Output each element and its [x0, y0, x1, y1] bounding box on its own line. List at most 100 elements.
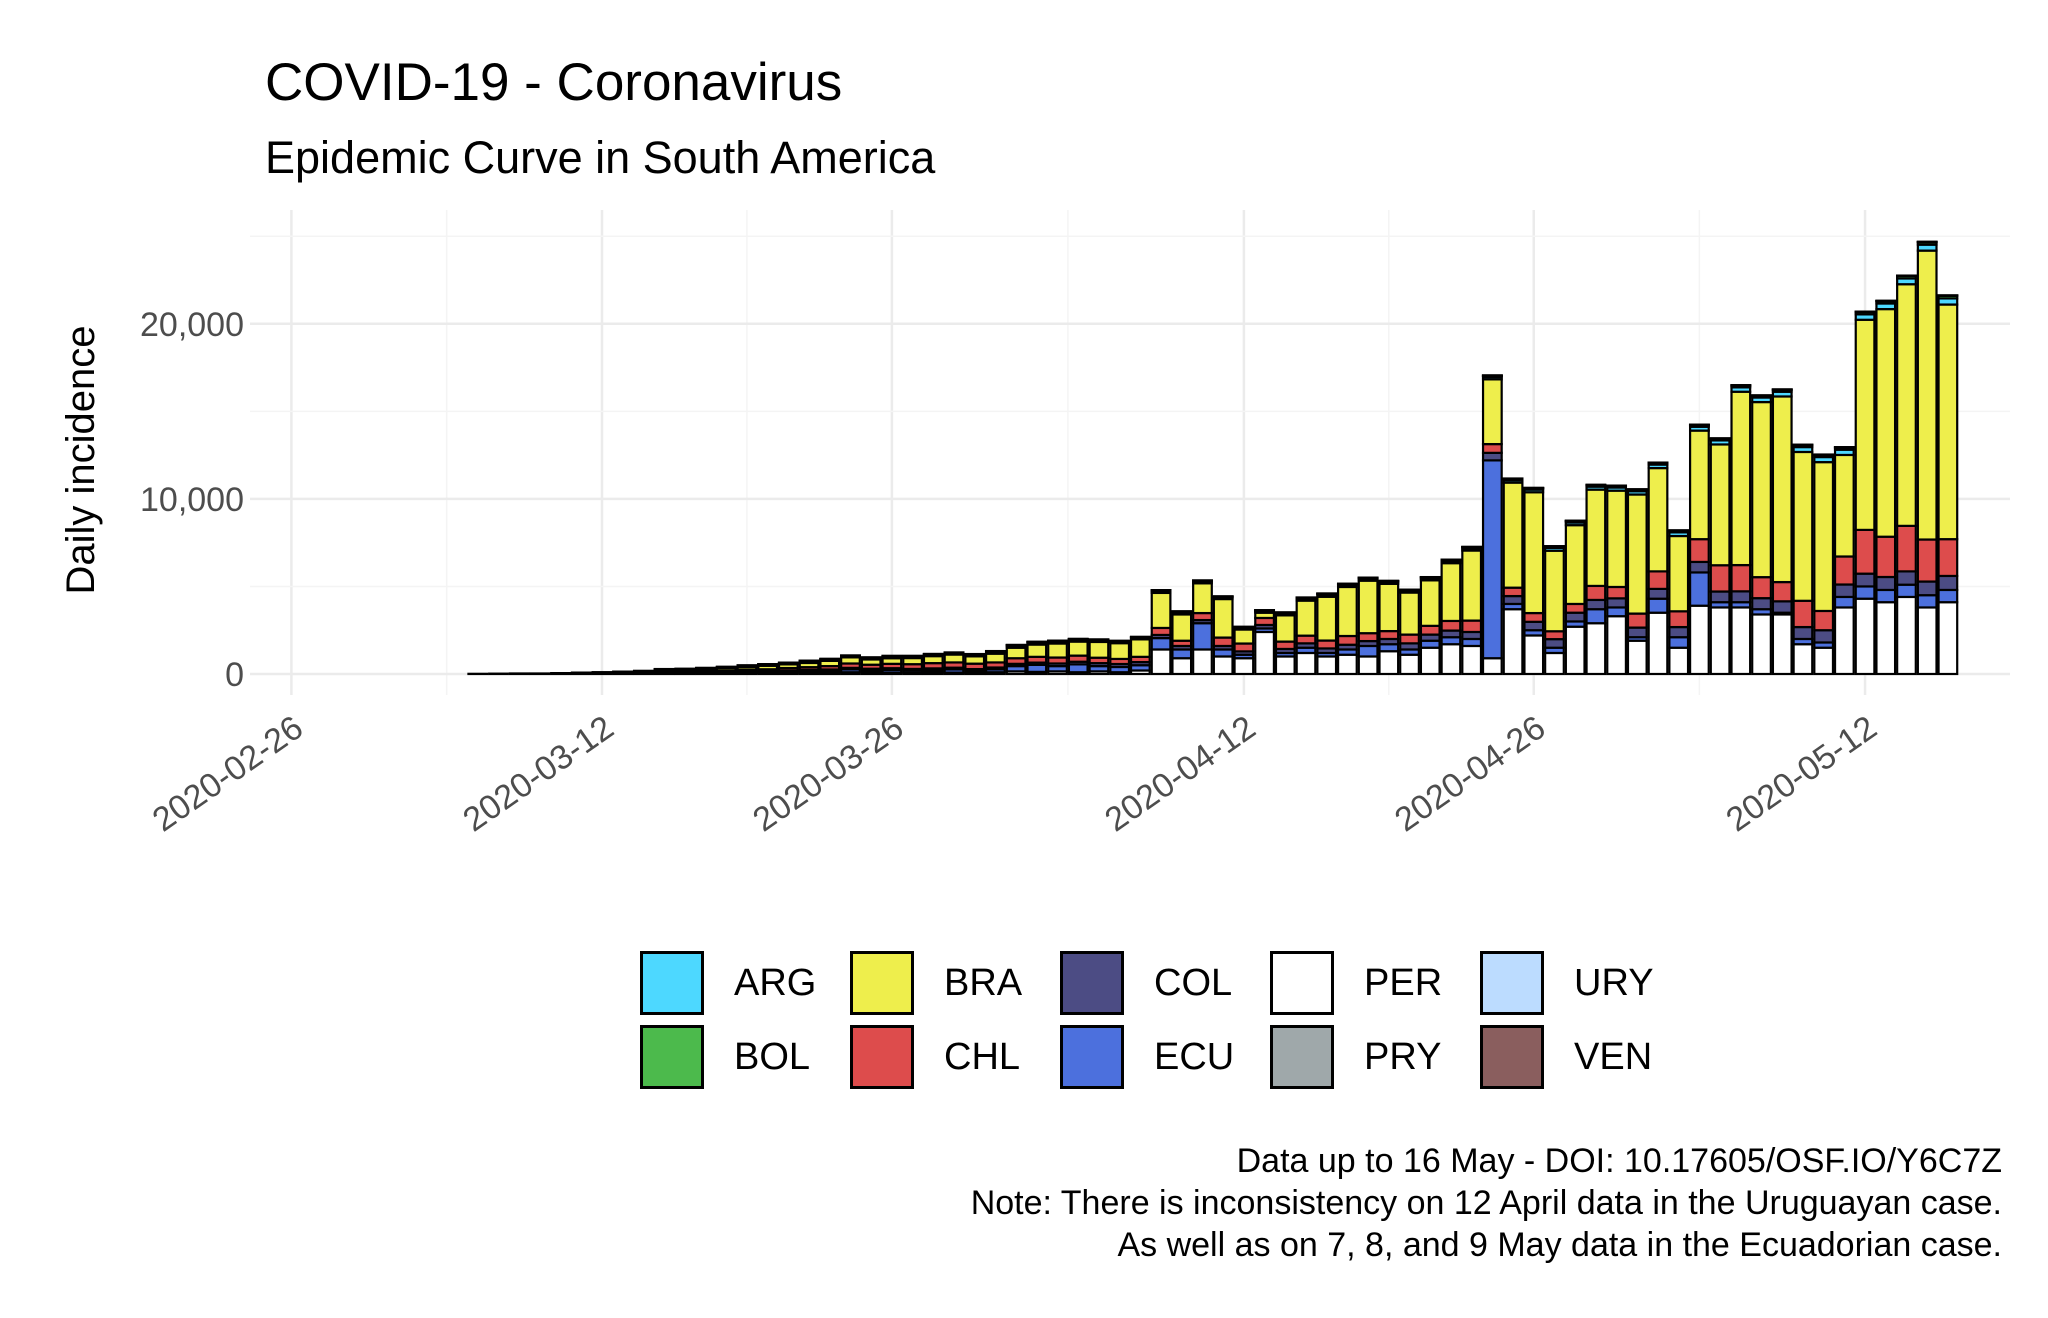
bar-bra-03-30	[964, 655, 986, 665]
bar-bra-04-07	[1129, 638, 1151, 658]
bar-bra-05-01	[1626, 493, 1648, 615]
bar-per-04-11	[1212, 655, 1234, 676]
bar-col-05-09	[1792, 625, 1814, 641]
bar-col-04-27	[1544, 638, 1565, 649]
legend-key-per	[1270, 951, 1334, 1015]
legend-item-bra: BRA	[850, 948, 1022, 1018]
bar-col-05-13	[1875, 575, 1897, 592]
bar-per-04-13	[1254, 630, 1276, 676]
bar-ecu-05-02	[1647, 597, 1669, 614]
legend-label: VEN	[1574, 1035, 1653, 1078]
bar-col-05-08	[1771, 600, 1793, 614]
bar-chl-05-02	[1647, 570, 1669, 591]
bar-per-05-01	[1626, 639, 1648, 676]
bar-bra-05-03	[1668, 534, 1690, 613]
bar-bra-03-29	[943, 653, 965, 664]
legend-label: URY	[1574, 961, 1654, 1004]
bar-col-04-25	[1502, 594, 1524, 606]
bar-bra-04-05	[1088, 640, 1110, 659]
bar-col-04-26	[1523, 620, 1545, 632]
bar-per-04-21	[1419, 646, 1441, 676]
bar-bra-05-16	[1937, 303, 1959, 541]
bar-ecu-04-08	[1150, 636, 1172, 651]
bar-bra-04-16	[1316, 595, 1338, 642]
bar-chl-04-22	[1440, 619, 1462, 632]
legend-key-ury	[1480, 951, 1544, 1015]
bar-bra-05-15	[1916, 249, 1938, 541]
legend-label: ARG	[734, 961, 817, 1004]
bar-col-05-07	[1751, 597, 1772, 611]
bar-per-04-27	[1544, 651, 1565, 676]
bar-chl-05-13	[1875, 535, 1897, 579]
legend-item-arg: ARG	[640, 948, 816, 1018]
bar-per-04-22	[1440, 643, 1462, 676]
bar-chl-04-19	[1378, 629, 1400, 641]
bar-per-05-04	[1688, 604, 1710, 676]
legend-key-ecu	[1060, 1025, 1124, 1089]
legend-label: PRY	[1364, 1035, 1442, 1078]
bar-bra-04-04	[1067, 640, 1089, 657]
bar-per-05-08	[1771, 613, 1793, 676]
legend-label: BRA	[944, 961, 1023, 1004]
bar-ecu-04-04	[1067, 663, 1089, 674]
bar-bra-05-08	[1771, 395, 1793, 584]
bar-bra-04-11	[1212, 597, 1234, 639]
x-tick-label: 2020-05-12	[1719, 708, 1883, 839]
legend-key-col	[1060, 951, 1124, 1015]
bar-chl-05-05	[1709, 564, 1731, 593]
legend-item-per: PER	[1270, 948, 1442, 1018]
chart-title: COVID-19 - Coronavirus	[265, 53, 843, 112]
bar-per-05-10	[1813, 646, 1835, 676]
bar-bra-04-26	[1523, 491, 1545, 615]
bar-per-05-15	[1916, 606, 1938, 676]
legend-key-chl	[850, 1025, 914, 1089]
bars	[467, 240, 1959, 676]
legend-item-chl: CHL	[850, 1022, 1020, 1092]
bar-chl-05-03	[1668, 610, 1690, 629]
bar-chl-05-01	[1626, 612, 1648, 629]
bar-ecu-05-14	[1896, 583, 1917, 599]
bar-bra-04-25	[1502, 481, 1524, 589]
bar-chl-04-20	[1399, 633, 1420, 645]
bar-per-04-14	[1274, 655, 1296, 676]
legend-item-bol: BOL	[640, 1022, 810, 1092]
bar-per-05-07	[1751, 613, 1772, 676]
bar-per-05-12	[1854, 597, 1876, 676]
bar-col-05-04	[1688, 560, 1710, 574]
bar-per-04-10	[1192, 648, 1213, 676]
bar-ecu-05-15	[1916, 594, 1938, 609]
bar-per-05-06	[1730, 606, 1752, 676]
bar-col-05-14	[1896, 570, 1917, 586]
caption-line-1: Data up to 16 May - DOI: 10.17605/OSF.IO…	[1236, 1142, 2002, 1180]
bar-bra-04-27	[1544, 549, 1565, 633]
bar-chl-05-10	[1813, 609, 1835, 632]
bar-ecu-04-18	[1357, 644, 1379, 658]
y-tick-label: 0	[225, 656, 244, 694]
bar-ecu-05-16	[1937, 588, 1959, 604]
legend-label: COL	[1154, 961, 1233, 1004]
bar-bra-04-01	[1005, 646, 1027, 660]
bar-bra-04-19	[1378, 582, 1400, 633]
bar-per-05-09	[1792, 643, 1814, 676]
bar-per-05-05	[1709, 606, 1731, 676]
bar-per-05-11	[1833, 606, 1855, 676]
legend-label: ECU	[1154, 1035, 1235, 1078]
bar-bra-04-15	[1295, 599, 1317, 637]
bar-chl-05-11	[1833, 555, 1855, 586]
bar-chl-04-15	[1295, 634, 1317, 645]
bar-bra-04-02	[1026, 643, 1048, 658]
legend-label: PER	[1364, 961, 1443, 1004]
bar-bra-05-02	[1647, 466, 1669, 573]
bar-chl-04-18	[1357, 632, 1379, 643]
bar-ecu-04-30	[1606, 606, 1628, 618]
bar-per-05-02	[1647, 611, 1669, 676]
bar-bra-04-20	[1399, 591, 1420, 636]
bar-bra-05-05	[1709, 443, 1731, 567]
bar-col-04-29	[1585, 598, 1607, 611]
bar-bra-05-06	[1730, 390, 1752, 567]
bar-col-05-05	[1709, 590, 1731, 604]
bar-bra-04-24	[1481, 378, 1503, 446]
legend-item-col: COL	[1060, 948, 1232, 1018]
chart-subtitle: Epidemic Curve in South America	[265, 132, 936, 183]
